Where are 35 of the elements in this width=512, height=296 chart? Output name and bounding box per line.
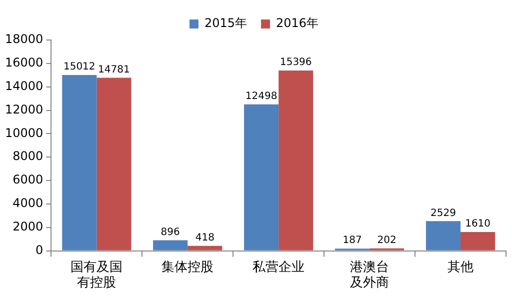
bar (62, 74, 97, 250)
x-tick-label: 国有及国有控股 (70, 260, 123, 291)
data-label: 12498 (245, 91, 278, 102)
data-label: 1610 (465, 218, 491, 230)
data-label: 15396 (280, 57, 312, 68)
bar (426, 221, 461, 250)
data-label: 187 (342, 235, 362, 246)
y-tick-label: 16000 (4, 56, 44, 70)
legend-label: 2016年 (276, 16, 319, 30)
y-tick-label: 18000 (4, 32, 44, 46)
y-tick-label: 10000 (4, 126, 44, 140)
x-tick-label: 私营企业 (252, 260, 305, 275)
y-tick-label: 14000 (4, 78, 44, 93)
bar (96, 78, 132, 250)
bar (153, 240, 188, 250)
data-label: 14781 (98, 64, 130, 76)
data-label: 418 (195, 232, 214, 244)
data-label: 2529 (430, 208, 456, 219)
bar (460, 232, 496, 250)
x-tick-label: 集体控股 (162, 260, 214, 275)
bar (278, 70, 314, 250)
data-label: 15012 (63, 62, 96, 73)
data-label: 202 (377, 235, 396, 246)
y-tick-label: 8000 (12, 149, 44, 164)
y-tick-label: 0 (36, 242, 44, 257)
y-tick-label: 2000 (12, 220, 44, 234)
bar (244, 104, 279, 250)
data-label: 896 (160, 226, 180, 238)
y-tick-label: 12000 (4, 102, 44, 116)
bar (188, 246, 222, 250)
x-tick-label: 港澳台及外商 (350, 260, 390, 291)
y-tick-label: 6000 (12, 172, 44, 187)
y-tick-label: 4000 (12, 196, 44, 210)
x-tick-label: 其他 (448, 260, 474, 275)
legend-label: 2015年 (204, 16, 248, 30)
